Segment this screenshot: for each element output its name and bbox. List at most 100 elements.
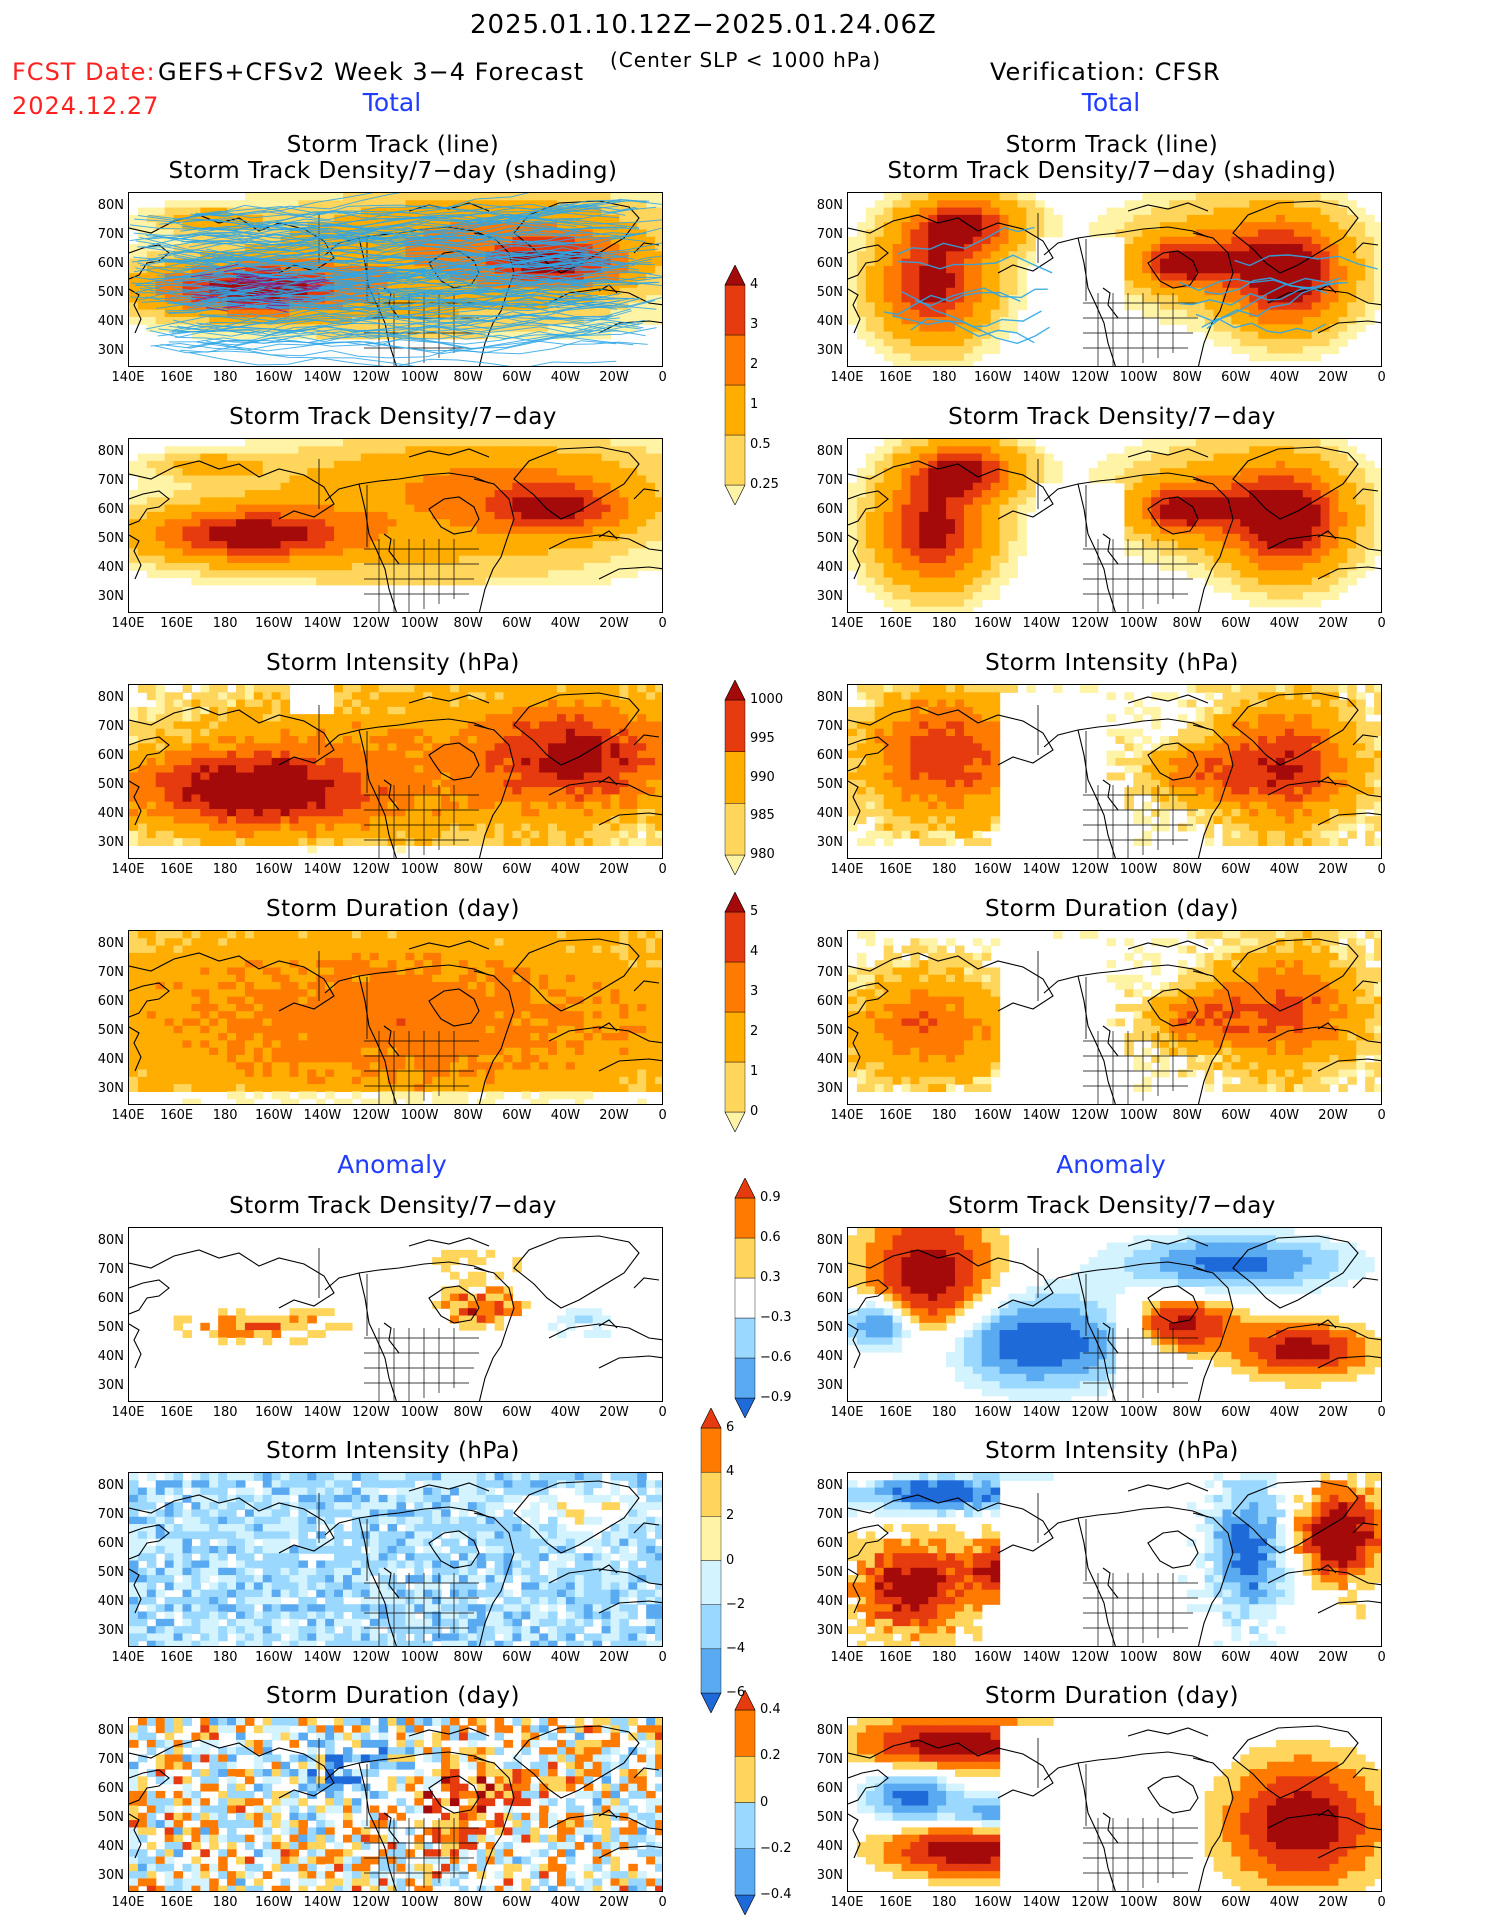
lon-label: 160W — [973, 1650, 1012, 1665]
lat-label: 70N — [816, 1752, 843, 1767]
lat-label: 30N — [816, 1868, 843, 1883]
colorbar-tick-label: 0.6 — [760, 1230, 781, 1245]
colorbar-tick-label: 1 — [750, 397, 759, 412]
lon-label: 160E — [160, 1895, 194, 1910]
lon-label: 100W — [400, 1108, 439, 1123]
lat-label: 70N — [97, 1507, 124, 1522]
lon-label: 20W — [1318, 1108, 1348, 1123]
lon-label: 100W — [400, 1650, 439, 1665]
lon-label: 0 — [1377, 1108, 1386, 1123]
map-intensity-anomaly-verification — [848, 1473, 1381, 1646]
lat-label: 30N — [816, 1081, 843, 1096]
lon-label: 0 — [1377, 1650, 1386, 1665]
colorbar-tick-label: 5 — [750, 904, 759, 919]
lon-label: 140E — [830, 370, 864, 385]
lon-label: 40W — [1269, 862, 1300, 877]
lat-label: 80N — [97, 198, 124, 213]
colorbar-duration-total — [724, 891, 746, 1136]
colorbar-tick-label: 0 — [750, 1104, 759, 1119]
lon-label: 60W — [502, 1405, 532, 1420]
colorbar-tick-label: 2 — [750, 357, 759, 372]
lon-label: 140W — [1022, 1108, 1061, 1123]
lon-label: 160W — [254, 370, 293, 385]
lon-label: 160W — [973, 1895, 1012, 1910]
lon-label: 160E — [879, 1650, 913, 1665]
lat-label: 40N — [816, 1594, 843, 1609]
lon-label: 140W — [303, 616, 342, 631]
section-anomaly-right: Anomaly — [1056, 1150, 1166, 1179]
lat-label: 30N — [816, 343, 843, 358]
lat-label: 50N — [97, 1023, 124, 1038]
title-track-shading-right: Storm Track Density/7−day (shading) — [887, 158, 1337, 184]
map-panel-density-verification — [847, 438, 1382, 613]
lon-label: 140E — [111, 1895, 145, 1910]
lon-label: 40W — [550, 1895, 581, 1910]
lon-label: 120W — [352, 1108, 390, 1123]
lon-label: 0 — [658, 616, 667, 631]
lon-label: 100W — [1119, 1650, 1158, 1665]
lon-label: 20W — [1318, 370, 1348, 385]
title-duration-left: Storm Duration (day) — [266, 896, 520, 922]
lat-label: 30N — [97, 1623, 124, 1638]
lon-label: 160E — [879, 862, 913, 877]
title-density-anom-left: Storm Track Density/7−day — [229, 1193, 557, 1219]
section-total-right: Total — [1081, 88, 1141, 117]
lat-label: 70N — [97, 473, 124, 488]
lon-label: 100W — [1119, 862, 1158, 877]
title-intensity-right: Storm Intensity (hPa) — [985, 650, 1239, 676]
lat-label: 60N — [816, 502, 843, 517]
lon-label: 180 — [931, 1405, 957, 1420]
lon-label: 100W — [400, 1895, 439, 1910]
colorbar-tick-label: 0.2 — [760, 1748, 781, 1763]
colorbar-tick-label: 0 — [760, 1795, 769, 1810]
lon-label: 140E — [830, 1895, 864, 1910]
lon-label: 180 — [931, 1108, 957, 1123]
lat-label: 40N — [816, 806, 843, 821]
lon-label: 180 — [931, 1895, 957, 1910]
lon-label: 120W — [352, 1895, 390, 1910]
colorbar-tick-label: 0.5 — [750, 437, 771, 452]
lon-label: 20W — [599, 1895, 629, 1910]
lat-label: 30N — [816, 1378, 843, 1393]
lon-label: 80W — [453, 616, 483, 631]
map-panel-density-anomaly-verification — [847, 1227, 1382, 1402]
lon-label: 140W — [1022, 862, 1061, 877]
lat-label: 80N — [816, 936, 843, 951]
lon-label: 60W — [1221, 1405, 1251, 1420]
colorbar-tick-label: −0.6 — [760, 1350, 792, 1365]
lon-label: 160W — [973, 1405, 1012, 1420]
lon-label: 140E — [111, 370, 145, 385]
lat-label: 40N — [97, 314, 124, 329]
lon-label: 140W — [1022, 616, 1061, 631]
lon-label: 140W — [303, 1895, 342, 1910]
lon-label: 180 — [212, 862, 238, 877]
lon-label: 60W — [502, 1108, 532, 1123]
colorbar-tick-label: −0.2 — [760, 1841, 792, 1856]
lon-label: 180 — [212, 1650, 238, 1665]
fcst-date-label: FCST Date: — [12, 58, 156, 86]
map-density-anomaly-forecast — [129, 1235, 662, 1401]
lon-label: 140E — [830, 1405, 864, 1420]
lon-label: 120W — [1071, 616, 1109, 631]
lon-label: 40W — [550, 1405, 581, 1420]
lon-label: 160E — [160, 616, 194, 631]
lon-label: 0 — [1377, 616, 1386, 631]
colorbar-intensity-anom — [700, 1407, 722, 1717]
lon-label: 160W — [973, 616, 1012, 631]
lat-label: 40N — [97, 1349, 124, 1364]
lat-label: 80N — [816, 1478, 843, 1493]
lon-label: 20W — [599, 616, 629, 631]
lat-label: 40N — [97, 560, 124, 575]
lon-label: 140W — [303, 370, 342, 385]
lat-label: 80N — [816, 198, 843, 213]
lon-label: 180 — [212, 370, 238, 385]
lon-label: 0 — [658, 1405, 667, 1420]
map-panel-density-forecast — [128, 438, 663, 613]
lon-label: 120W — [1071, 1405, 1109, 1420]
lon-label: 40W — [550, 370, 581, 385]
lat-label: 70N — [816, 473, 843, 488]
lat-label: 50N — [97, 1565, 124, 1580]
map-panel-track-forecast — [128, 192, 663, 367]
map-duration-forecast — [129, 931, 662, 1104]
map-panel-duration-forecast — [128, 930, 663, 1105]
